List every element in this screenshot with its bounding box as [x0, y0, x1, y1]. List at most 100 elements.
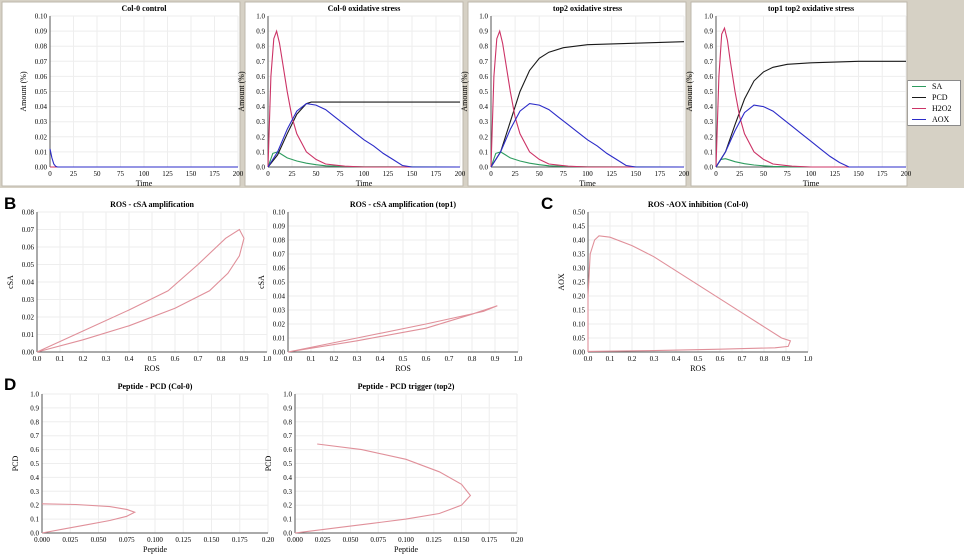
y-tick-label: 0.05	[573, 335, 586, 343]
y-tick-label: 0.1	[704, 148, 713, 156]
chart-title: Col-0 control	[122, 4, 168, 13]
x-tick-label: 0.1	[307, 355, 316, 363]
x-tick-label: 0.9	[240, 355, 249, 363]
x-tick-label: 75	[117, 170, 125, 178]
y-tick-label: 0.3	[479, 118, 488, 126]
y-axis-label: Amount (%)	[460, 71, 469, 112]
x-tick-label: 0.050	[343, 536, 359, 544]
x-tick-label: 175	[431, 170, 442, 178]
series-line-pcd	[267, 101, 460, 168]
y-axis-label: Amount (%)	[685, 71, 694, 112]
x-tick-label: 100	[582, 170, 593, 178]
chart-ros-aox-inhibition: 0.00 0.05 0.10 0.15 0.20 0.25 0.30 0.35 0.40 0.45…	[557, 200, 813, 373]
series-line-trajectory	[294, 443, 472, 534]
legend-item-sa: SA	[908, 81, 960, 92]
series-line-h2o2	[715, 26, 906, 168]
x-tick-label: 0	[48, 170, 52, 178]
x-tick-label: 150	[186, 170, 197, 178]
x-tick-label: 100	[139, 170, 150, 178]
y-tick-label: 0.5	[30, 460, 39, 468]
y-tick-label: 0.00	[35, 164, 48, 172]
y-tick-label: 0.10	[273, 209, 286, 217]
legend-swatch-aox	[912, 119, 926, 120]
y-tick-label: 0.40	[573, 237, 586, 245]
x-axis-label: Time	[579, 179, 596, 188]
x-tick-label: 0.0	[33, 355, 42, 363]
y-tick-label: 0.10	[35, 13, 48, 21]
x-tick-label: 0.6	[171, 355, 180, 363]
y-tick-label: 0.08	[22, 209, 35, 217]
y-tick-label: 0.3	[30, 488, 39, 496]
x-tick-label: 0.3	[102, 355, 111, 363]
y-tick-label: 0.02	[22, 314, 35, 322]
x-tick-label: 1.0	[263, 355, 272, 363]
y-tick-label: 0.8	[704, 43, 713, 51]
y-tick-label: 0.00	[573, 349, 586, 357]
y-tick-label: 0.9	[283, 404, 292, 412]
y-axis-label: PCD	[264, 455, 273, 471]
legend-swatch-pcd	[912, 97, 926, 98]
y-tick-label: 0.6	[283, 446, 292, 454]
y-tick-label: 0.15	[573, 307, 586, 315]
y-tick-label: 0.9	[479, 28, 488, 36]
y-tick-label: 0.0	[30, 530, 39, 538]
y-tick-label: 0.00	[22, 349, 35, 357]
x-tick-label: 175	[877, 170, 888, 178]
chart-panel-bg	[467, 1, 687, 187]
y-tick-label: 0.6	[479, 73, 488, 81]
y-tick-label: 0.04	[35, 103, 48, 111]
x-tick-label: 100	[806, 170, 817, 178]
x-tick-label: 0.4	[672, 355, 681, 363]
y-tick-label: 0.07	[22, 226, 35, 234]
x-tick-label: 0.100	[147, 536, 163, 544]
chart-panel-bg	[244, 1, 464, 187]
y-tick-label: 0.45	[573, 223, 586, 231]
x-axis-label: Peptide	[394, 545, 418, 554]
panel-letter-b: B	[4, 194, 17, 213]
y-tick-label: 0.4	[30, 474, 39, 482]
y-tick-label: 0.8	[479, 43, 488, 51]
y-tick-label: 0.06	[273, 265, 286, 273]
chart-title: ROS -AOX inhibition (Col-0)	[648, 200, 749, 209]
legend-label-h2o2: H2O2	[932, 104, 952, 113]
x-tick-label: 150	[407, 170, 418, 178]
x-tick-label: 0.0	[584, 355, 593, 363]
y-tick-label: 0.04	[273, 293, 286, 301]
y-tick-label: 0.09	[35, 28, 48, 36]
x-tick-label: 0.025	[62, 536, 78, 544]
chart-title: top1 top2 oxidative stress	[768, 4, 854, 13]
chart-ros-csa-amplification: 0.00 0.01 0.02 0.03 0.04 0.05 0.06 0.07 0.08 0.0 0…	[6, 200, 272, 373]
y-tick-label: 0.8	[256, 43, 265, 51]
y-tick-label: 0.50	[573, 209, 586, 217]
y-tick-label: 0.5	[283, 460, 292, 468]
x-tick-label: 0.025	[315, 536, 331, 544]
series-line-aox	[715, 104, 906, 168]
y-axis-label: AOX	[557, 273, 566, 291]
y-tick-label: 0.6	[256, 73, 265, 81]
x-tick-label: 0.5	[694, 355, 703, 363]
y-tick-label: 0.2	[479, 133, 488, 141]
x-tick-label: 0.175	[232, 536, 248, 544]
x-tick-label: 0.2	[628, 355, 637, 363]
x-tick-label: 175	[209, 170, 220, 178]
y-tick-label: 0.06	[35, 73, 48, 81]
series-line-h2o2	[490, 29, 684, 168]
y-tick-label: 0.0	[283, 530, 292, 538]
x-tick-label: 0.125	[175, 536, 191, 544]
y-axis-label: cSA	[6, 275, 15, 289]
y-tick-label: 0.00	[273, 349, 286, 357]
legend-label-pcd: PCD	[932, 93, 948, 102]
legend-swatch-sa	[912, 86, 926, 87]
x-tick-label: 0.7	[738, 355, 747, 363]
y-tick-label: 0.5	[704, 88, 713, 96]
x-tick-label: 175	[655, 170, 666, 178]
x-tick-label: 50	[760, 170, 768, 178]
y-tick-label: 0.0	[256, 164, 265, 172]
x-tick-label: 0.2	[330, 355, 339, 363]
legend-label-aox: AOX	[932, 115, 950, 124]
x-tick-label: 75	[560, 170, 568, 178]
x-tick-label: 25	[736, 170, 744, 178]
x-tick-label: 0	[266, 170, 270, 178]
chart-peptide-pcd-col0: 0.0 0.1 0.2 0.3 0.4 0.5 0.6 0.7 0.8 0.9 1.0 0.000 0.…	[11, 382, 275, 554]
y-tick-label: 0.05	[22, 261, 35, 269]
